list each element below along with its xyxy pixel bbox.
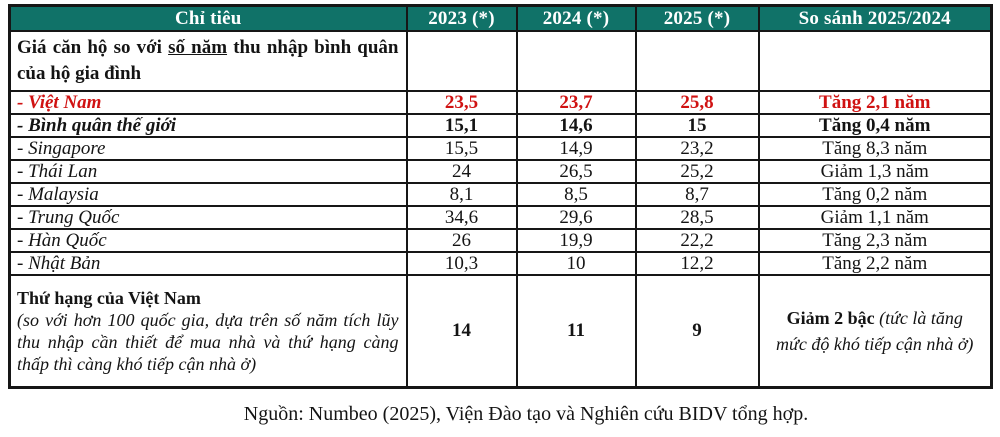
row-label: - Malaysia [8,182,408,207]
category-empty-2024 [515,30,637,92]
value-compare: Tăng 0,4 năm [757,113,993,138]
ranking-compare-note: (tức là tăng mức độ khó tiếp cận nhà ở) [776,308,974,354]
row-label: - Thái Lan [8,159,408,184]
header-compare: So sánh 2025/2024 [757,4,993,32]
value-2023: 26 [405,228,518,253]
category-label: Giá căn hộ so với số năm thu nhập bình q… [8,30,408,92]
value-2025: 12,2 [634,251,760,276]
value-2025: 15 [634,113,760,138]
value-2024: 10 [515,251,637,276]
ranking-title: Thứ hạng của Việt Nam [17,288,201,308]
ranking-2024: 11 [515,274,637,389]
value-2025: 28,5 [634,205,760,230]
ranking-compare-main: Giảm 2 bậc [786,308,875,328]
row-label: - Trung Quốc [8,205,408,230]
category-empty-compare [757,30,993,92]
value-2025: 25,2 [634,159,760,184]
value-compare: Tăng 2,2 năm [757,251,993,276]
value-2024: 29,6 [515,205,637,230]
value-2024: 14,9 [515,136,637,161]
table-row-japan: - Nhật Bản 10,3 10 12,2 Tăng 2,2 năm [8,251,993,276]
table-row-malaysia: - Malaysia 8,1 8,5 8,7 Tăng 0,2 năm [8,182,993,207]
value-2023: 34,6 [405,205,518,230]
ranking-2023: 14 [405,274,518,389]
row-label: - Singapore [8,136,408,161]
category-text-before: Giá căn hộ so với [17,37,169,58]
row-label: - Hàn Quốc [8,228,408,253]
ranking-compare: Giảm 2 bậc (tức là tăng mức độ khó tiếp … [757,274,993,389]
row-label: - Việt Nam [8,90,408,115]
value-compare: Tăng 2,3 năm [757,228,993,253]
header-2025: 2025 (*) [634,4,760,32]
value-compare: Giảm 1,3 năm [757,159,993,184]
value-2023: 24 [405,159,518,184]
table-row-world-average: - Bình quân thế giới 15,1 14,6 15 Tăng 0… [8,113,993,138]
table-row-china: - Trung Quốc 34,6 29,6 28,5 Giảm 1,1 năm [8,205,993,230]
source-note: Nguồn: Numbeo (2025), Viện Đào tạo và Ng… [243,403,809,425]
category-empty-2025 [634,30,760,92]
value-2024: 23,7 [515,90,637,115]
value-2024: 14,6 [515,113,637,138]
value-2023: 8,1 [405,182,518,207]
ranking-note: (so với hơn 100 quốc gia, dựa trên số nă… [17,310,399,374]
housing-affordability-table: Chỉ tiêu 2023 (*) 2024 (*) 2025 (*) So s… [8,4,993,389]
header-2023: 2023 (*) [405,4,518,32]
category-text-underlined: số năm [168,37,228,58]
row-label: - Nhật Bản [8,251,408,276]
value-2024: 26,5 [515,159,637,184]
value-2023: 15,1 [405,113,518,138]
table-row-south-korea: - Hàn Quốc 26 19,9 22,2 Tăng 2,3 năm [8,228,993,253]
header-row: Chỉ tiêu 2023 (*) 2024 (*) 2025 (*) So s… [8,4,993,32]
category-empty-2023 [405,30,518,92]
value-2023: 23,5 [405,90,518,115]
ranking-label: Thứ hạng của Việt Nam (so với hơn 100 quố… [8,274,408,389]
header-2024: 2024 (*) [515,4,637,32]
table-row-singapore: - Singapore 15,5 14,9 23,2 Tăng 8,3 năm [8,136,993,161]
value-compare: Tăng 8,3 năm [757,136,993,161]
value-2023: 10,3 [405,251,518,276]
value-2025: 23,2 [634,136,760,161]
value-2025: 25,8 [634,90,760,115]
value-2024: 8,5 [515,182,637,207]
category-text-after: thu nhập bình quân của hộ gia đình [17,37,399,84]
value-2025: 22,2 [634,228,760,253]
value-compare: Tăng 0,2 năm [757,182,993,207]
table-row-vietnam: - Việt Nam 23,5 23,7 25,8 Tăng 2,1 năm [8,90,993,115]
value-2023: 15,5 [405,136,518,161]
ranking-2025: 9 [634,274,760,389]
value-2024: 19,9 [515,228,637,253]
table-row-thailand: - Thái Lan 24 26,5 25,2 Giảm 1,3 năm [8,159,993,184]
table-header: Chỉ tiêu 2023 (*) 2024 (*) 2025 (*) So s… [8,4,993,32]
value-compare: Tăng 2,1 năm [757,90,993,115]
value-compare: Giảm 1,1 năm [757,205,993,230]
header-indicator: Chỉ tiêu [8,4,408,32]
value-2025: 8,7 [634,182,760,207]
table-row-vietnam-ranking: Thứ hạng của Việt Nam (so với hơn 100 quố… [8,274,993,389]
category-row: Giá căn hộ so với số năm thu nhập bình q… [8,30,993,92]
row-label: - Bình quân thế giới [8,113,408,138]
